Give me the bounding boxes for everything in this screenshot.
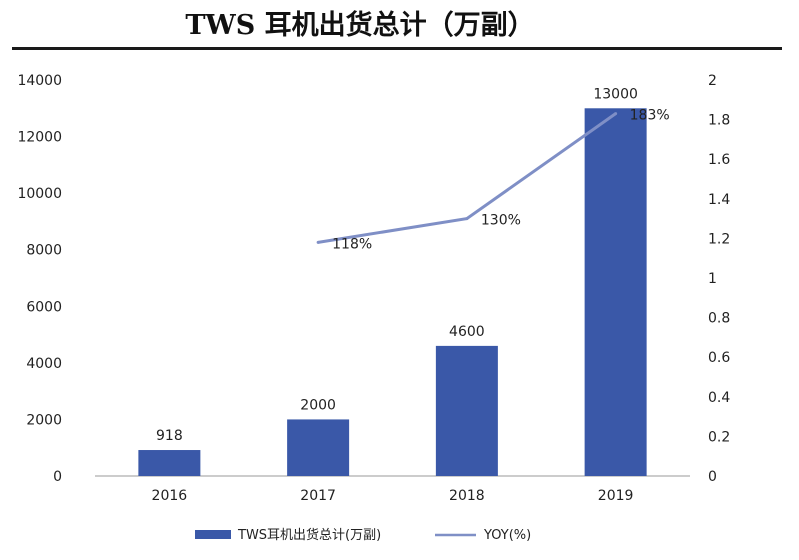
y-right-tick-label: 2: [708, 73, 717, 89]
y-axis-left: 0 2000 4000 6000 8000 10000 12000 14000: [17, 73, 62, 485]
y-right-tick-label: 0.2: [708, 429, 730, 445]
yoy-point: [316, 240, 320, 244]
y-right-tick-label: 1.8: [708, 113, 730, 129]
y-right-tick-label: 0: [708, 469, 717, 485]
x-tick-label: 2018: [449, 488, 485, 504]
bar: [584, 108, 647, 477]
bar-data-labels: 918 2000 4600 13000: [156, 86, 638, 444]
x-tick-labels: 2016 2017 2018 2019: [152, 488, 634, 504]
title-underline: [12, 47, 782, 50]
y-left-tick-label: 0: [53, 469, 62, 485]
y-left-tick-label: 4000: [26, 356, 62, 372]
y-right-tick-label: 1.6: [708, 152, 730, 168]
legend: TWS耳机出货总计(万副) YOY(%): [195, 527, 531, 543]
bar: [287, 419, 350, 476]
yoy-point: [614, 112, 618, 116]
y-left-tick-label: 2000: [26, 412, 62, 428]
y-left-tick-label: 12000: [17, 130, 62, 146]
yoy-data-label: 183%: [630, 108, 670, 124]
y-right-tick-label: 1.4: [708, 192, 730, 208]
yoy-data-label: 118%: [332, 236, 372, 252]
yoy-data-label: 130%: [481, 213, 521, 229]
bar-data-label: 2000: [300, 397, 336, 413]
y-right-tick-label: 0.6: [708, 350, 730, 366]
y-right-tick-label: 1.2: [708, 231, 730, 247]
y-left-tick-label: 8000: [26, 243, 62, 259]
y-left-tick-label: 10000: [17, 186, 62, 202]
bar-data-label: 13000: [593, 86, 638, 102]
chart-title: TWS 耳机出货总计（万副）: [185, 10, 535, 41]
legend-line-label: YOY(%): [483, 528, 531, 543]
y-right-tick-label: 0.8: [708, 311, 730, 327]
bar-data-label: 4600: [449, 324, 485, 340]
yoy-point: [465, 217, 469, 221]
yoy-line-series: 118% 130% 183%: [316, 108, 670, 252]
y-left-tick-label: 14000: [17, 73, 62, 89]
bar: [138, 450, 201, 476]
bar: [435, 345, 498, 476]
yoy-line: [317, 112, 617, 244]
x-tick-label: 2017: [300, 488, 336, 504]
y-axis-right: 0 0.2 0.4 0.6 0.8 1 1.2 1.4 1.6 1.8 2: [708, 73, 730, 485]
y-left-tick-label: 6000: [26, 299, 62, 315]
y-right-tick-label: 0.4: [708, 390, 730, 406]
bar-series: [138, 108, 647, 477]
y-right-tick-label: 1: [708, 271, 717, 287]
legend-bar-label: TWS耳机出货总计(万副): [237, 527, 381, 543]
bar-data-label: 918: [156, 428, 183, 444]
x-tick-label: 2016: [152, 488, 188, 504]
legend-bar-swatch: [195, 530, 231, 539]
x-tick-label: 2019: [598, 488, 634, 504]
